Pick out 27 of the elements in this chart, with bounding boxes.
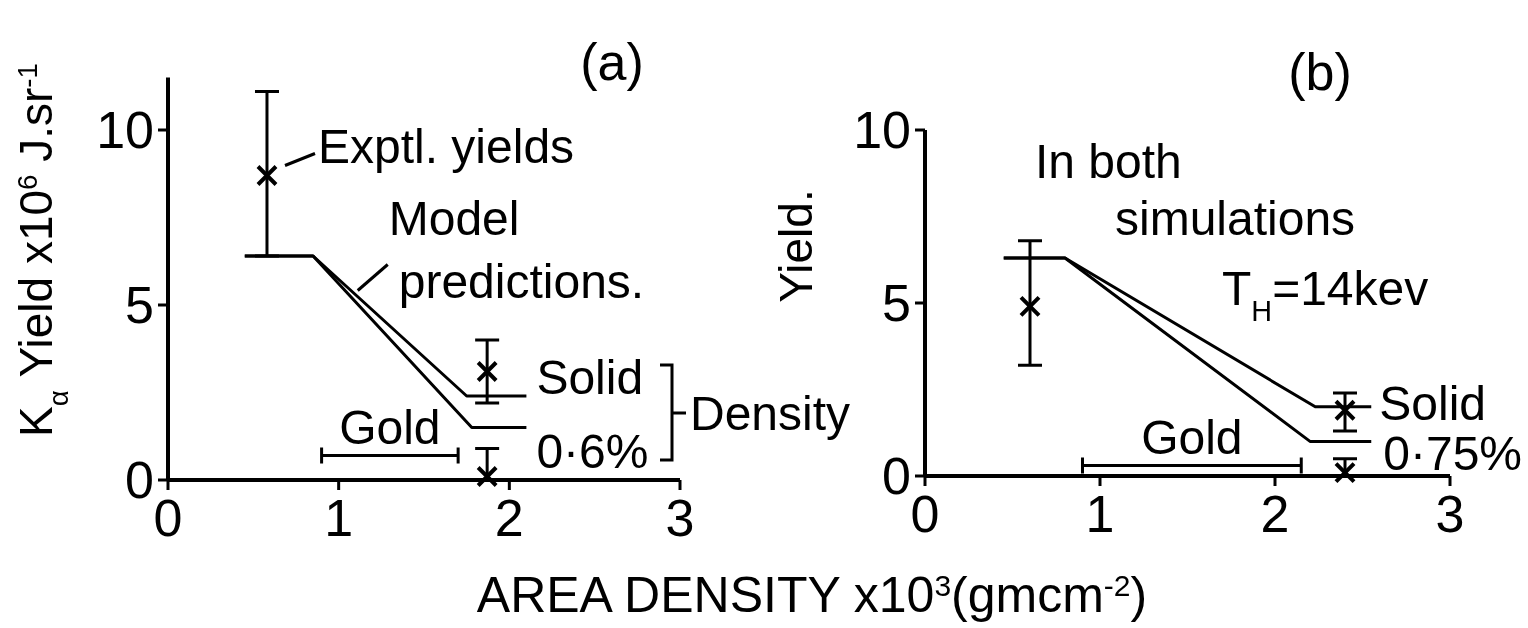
chart-title: (b) [1288, 43, 1352, 101]
y-tick-label: 10 [853, 101, 911, 159]
legend-label: Gold [339, 400, 441, 454]
legend-label: Gold [1141, 410, 1243, 464]
chart-title: (a) [580, 33, 644, 91]
y-tick-label: 5 [882, 274, 911, 332]
y-tick-label: 0 [882, 447, 911, 505]
x-tick-label: 1 [324, 489, 354, 547]
y-tick-label: 5 [125, 276, 154, 334]
x-tick-label: 3 [665, 489, 695, 547]
annotation: T$_{H}$=14kev [1222, 262, 1429, 327]
x-axis-title: AREA DENSITY x10$^{3}$(gmcm$^{-2}$) [476, 567, 1148, 623]
annotation: Exptl. yields [317, 119, 575, 173]
x-tick-label: 2 [494, 489, 524, 547]
annotation: In both [1035, 135, 1182, 188]
text: Density [690, 387, 851, 440]
y-tick-label: 10 [96, 101, 154, 159]
annotation: 0·6% [536, 424, 649, 478]
y-axis-title: Yield. [770, 189, 822, 303]
x-tick-label: 1 [1085, 485, 1115, 543]
annotation: Model predictions. [388, 191, 645, 308]
x-tick-label: 2 [1260, 485, 1290, 543]
annotation: Solid [536, 351, 644, 404]
annotation: 0·75% [1383, 427, 1522, 481]
annotation: simulations [1115, 192, 1356, 245]
x-tick-label: 3 [1435, 485, 1465, 543]
annotation: Solid [1379, 376, 1486, 430]
